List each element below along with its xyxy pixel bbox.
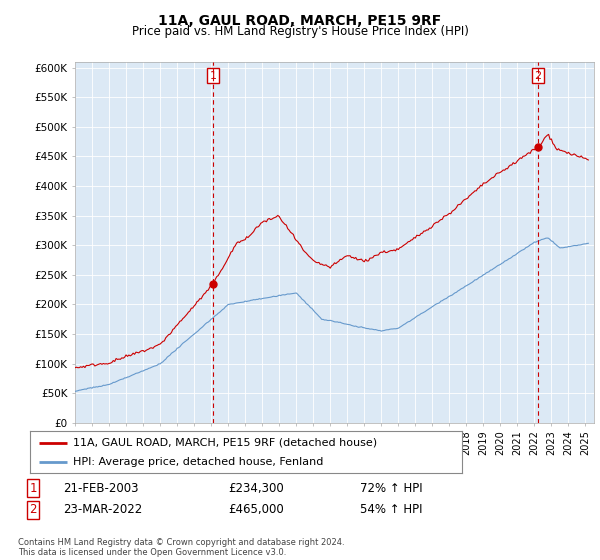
Text: 21-FEB-2003: 21-FEB-2003 (63, 482, 139, 495)
Text: £465,000: £465,000 (228, 503, 284, 516)
Text: 2: 2 (535, 71, 542, 81)
Text: 2: 2 (29, 503, 37, 516)
Text: 11A, GAUL ROAD, MARCH, PE15 9RF (detached house): 11A, GAUL ROAD, MARCH, PE15 9RF (detache… (73, 437, 377, 447)
Text: Contains HM Land Registry data © Crown copyright and database right 2024.
This d: Contains HM Land Registry data © Crown c… (18, 538, 344, 557)
Text: 23-MAR-2022: 23-MAR-2022 (63, 503, 142, 516)
Text: Price paid vs. HM Land Registry's House Price Index (HPI): Price paid vs. HM Land Registry's House … (131, 25, 469, 38)
Text: HPI: Average price, detached house, Fenland: HPI: Average price, detached house, Fenl… (73, 457, 323, 467)
Text: 11A, GAUL ROAD, MARCH, PE15 9RF: 11A, GAUL ROAD, MARCH, PE15 9RF (158, 14, 442, 28)
Text: 1: 1 (209, 71, 217, 81)
Text: 54% ↑ HPI: 54% ↑ HPI (360, 503, 422, 516)
Text: 72% ↑ HPI: 72% ↑ HPI (360, 482, 422, 495)
Text: £234,300: £234,300 (228, 482, 284, 495)
Text: 1: 1 (29, 482, 37, 495)
